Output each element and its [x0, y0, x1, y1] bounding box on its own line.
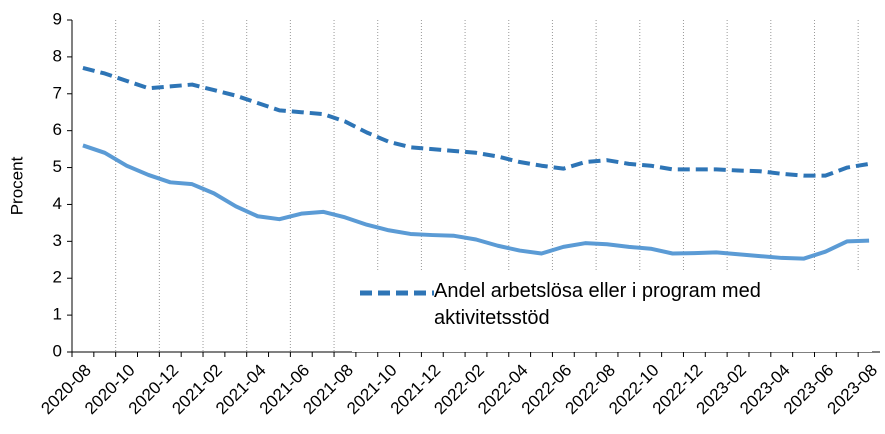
y-tick-label: 8 [53, 46, 62, 65]
legend-label: Andel arbetslösa eller i program med akt… [434, 280, 761, 329]
y-axis-label: Procent [7, 156, 26, 215]
y-tick-label: 3 [53, 231, 62, 250]
y-tick-label: 5 [53, 157, 62, 176]
y-tick-label: 0 [53, 341, 62, 360]
legend: Andel arbetslösa eller i program med akt… [352, 270, 872, 352]
legend-swatch [360, 290, 434, 296]
y-tick-label: 2 [53, 268, 62, 287]
y-tick-label: 7 [53, 83, 62, 102]
y-tick-label: 1 [53, 305, 62, 324]
y-tick-label: 6 [53, 120, 62, 139]
series-line [82, 143, 870, 261]
series-line [82, 66, 870, 178]
y-tick-label: 9 [53, 9, 62, 28]
y-tick-label: 4 [53, 194, 62, 213]
